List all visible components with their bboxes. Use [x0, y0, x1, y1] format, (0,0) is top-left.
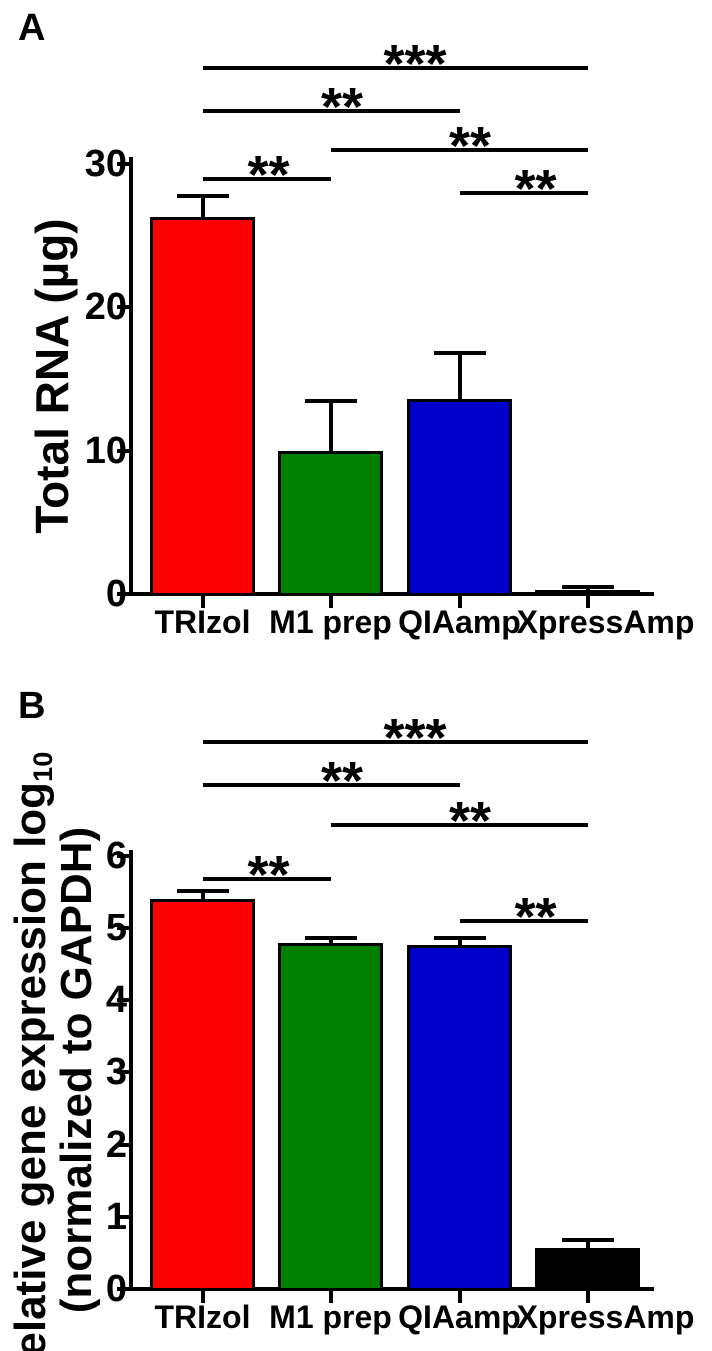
- x-tick: [457, 596, 462, 608]
- error-bar-stem: [585, 1239, 590, 1254]
- sig-line-trizol-m1-prep: [202, 877, 331, 881]
- y-tick: [117, 926, 129, 931]
- y-axis-line: [129, 850, 133, 1291]
- sig-line-trizol-m1-prep: [202, 177, 331, 181]
- error-bar-cap: [176, 193, 229, 198]
- panel-label-a: A: [18, 7, 46, 49]
- error-bar-stem: [328, 400, 333, 457]
- y-tick: [117, 162, 129, 166]
- x-tick: [457, 1291, 462, 1303]
- x-label-m1-prep: M1 prep: [269, 1299, 392, 1335]
- x-label-m1-prep: M1 prep: [269, 604, 392, 640]
- x-label-xpressamp: XpressAmp: [516, 1299, 695, 1335]
- error-bar-cap: [304, 398, 357, 403]
- sig-label-qiaamp-xpressamp: **: [514, 159, 557, 219]
- y-tick-label: 2: [105, 1123, 127, 1166]
- sig-label-qiaamp-xpressamp: **: [514, 887, 557, 947]
- x-label-trizol: TRIzol: [154, 604, 251, 640]
- sig-label-trizol-xpressamp: ***: [383, 34, 447, 94]
- sig-label-m1-prep-xpressamp: **: [448, 116, 492, 176]
- y-tick-label: 6: [105, 834, 127, 877]
- bar-trizol: [150, 217, 255, 596]
- sig-label-trizol-xpressamp: ***: [383, 708, 447, 768]
- sig-line-qiaamp-xpressamp: [459, 191, 588, 195]
- y-axis-line: [129, 157, 133, 596]
- error-bar-cap: [433, 935, 486, 940]
- x-tick: [585, 1291, 590, 1303]
- sig-line-trizol-qiaamp: [202, 783, 460, 787]
- bar-trizol: [150, 899, 255, 1291]
- bar-m1-prep: [278, 450, 383, 596]
- error-bar-cap: [176, 888, 229, 893]
- error-bar-cap: [561, 585, 614, 590]
- x-axis-line: [121, 1287, 654, 1291]
- y-tick: [117, 592, 129, 596]
- y-tick-label: 3: [105, 1051, 127, 1094]
- x-label-trizol: TRIzol: [154, 1299, 251, 1335]
- sig-line-m1-prep-xpressamp: [330, 823, 588, 827]
- error-bar-cap: [433, 351, 486, 356]
- sig-line-qiaamp-xpressamp: [459, 919, 588, 923]
- y-tick-label: 4: [105, 979, 127, 1022]
- sig-label-trizol-m1-prep: **: [247, 145, 290, 205]
- sig-label-m1-prep-xpressamp: **: [448, 791, 492, 851]
- x-label-qiaamp: QIAamp: [398, 604, 521, 640]
- y-axis-title-subscript: 10: [26, 751, 58, 782]
- y-axis-title-line1: Relative gene expression log10: [6, 751, 58, 1351]
- bar-xpressamp: [535, 1247, 640, 1291]
- x-tick: [585, 596, 590, 608]
- x-tick: [200, 1291, 205, 1303]
- y-tick: [117, 1070, 129, 1075]
- x-axis-line: [121, 592, 654, 596]
- y-tick-label: 0: [105, 1268, 127, 1310]
- y-tick-label: 10: [84, 429, 127, 472]
- error-bar-cap: [561, 1237, 614, 1242]
- y-tick-label: 20: [84, 286, 127, 329]
- error-bar-stem: [457, 937, 462, 951]
- x-label-xpressamp: XpressAmp: [516, 604, 695, 640]
- bar-xpressamp: [535, 589, 640, 596]
- y-axis-title-line1-text: Relative gene expression log: [6, 781, 55, 1351]
- bar-qiaamp: [407, 399, 512, 596]
- x-tick: [328, 596, 333, 608]
- y-tick: [117, 1287, 129, 1291]
- error-bar-stem: [457, 353, 462, 406]
- sig-line-m1-prep-xpressamp: [330, 148, 588, 152]
- error-bar-stem: [200, 195, 205, 224]
- y-tick: [117, 853, 129, 858]
- bar-m1-prep: [278, 942, 383, 1291]
- sig-label-trizol-m1-prep: **: [247, 845, 290, 905]
- sig-label-trizol-qiaamp: **: [320, 751, 364, 811]
- y-tick: [117, 305, 129, 310]
- sig-label-trizol-qiaamp: **: [320, 77, 364, 137]
- x-label-qiaamp: QIAamp: [398, 1299, 521, 1335]
- y-tick: [117, 998, 129, 1003]
- bar-qiaamp: [407, 944, 512, 1291]
- x-tick: [200, 596, 205, 608]
- y-tick-label: 1: [105, 1195, 127, 1238]
- x-tick: [328, 1291, 333, 1303]
- panel-label-b: B: [18, 685, 46, 727]
- error-bar-cap: [304, 936, 357, 941]
- y-axis-title: Total RNA (µg): [26, 218, 78, 534]
- y-tick-label: 30: [84, 143, 127, 185]
- y-tick-label: 0: [105, 573, 127, 615]
- sig-line-trizol-xpressamp: [202, 740, 588, 744]
- sig-line-trizol-qiaamp: [202, 109, 460, 113]
- error-bar-stem: [200, 890, 205, 906]
- y-tick: [117, 448, 129, 453]
- y-tick-label: 5: [105, 907, 127, 950]
- y-tick: [117, 1214, 129, 1219]
- sig-line-trizol-xpressamp: [202, 66, 588, 70]
- y-axis-title-line2: (normalized to GAPDH): [52, 826, 101, 1314]
- y-tick: [117, 1142, 129, 1147]
